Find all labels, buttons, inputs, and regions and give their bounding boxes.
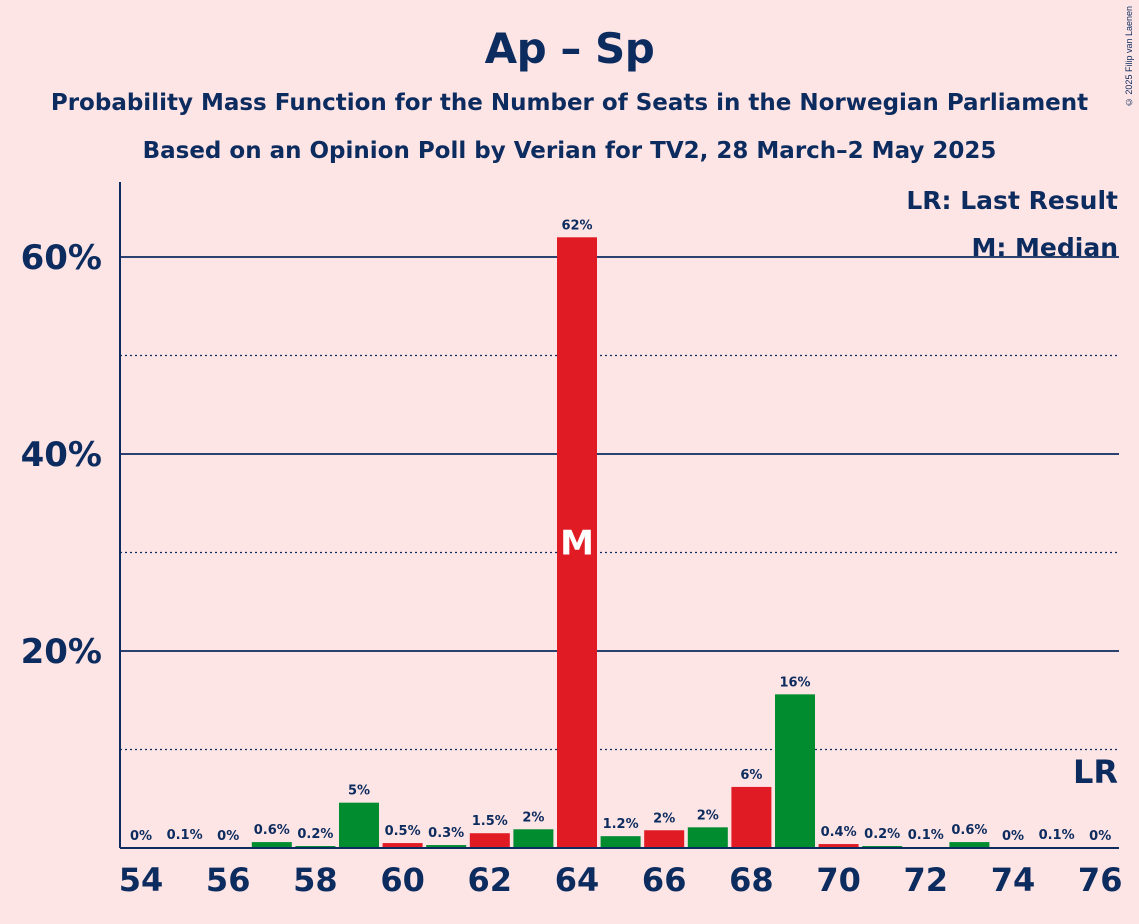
data-label-seat-60: 0.5% (385, 824, 421, 839)
data-label-seat-72: 0.1% (908, 828, 944, 843)
x-tick-label: 68 (729, 861, 774, 899)
data-label-seat-62: 1.5% (472, 814, 508, 829)
x-tick-label: 58 (293, 861, 338, 899)
data-label-seat-64: 62% (561, 218, 592, 233)
data-label-seat-73: 0.6% (951, 823, 987, 838)
chart-subtitle-1: Probability Mass Function for the Number… (50, 90, 1089, 116)
y-tick-label: 40% (21, 435, 102, 475)
bar-seat-60 (382, 843, 423, 848)
bar-seat-70 (818, 844, 859, 848)
data-label-seat-65: 1.2% (603, 817, 639, 832)
data-label-seat-58: 0.2% (297, 827, 333, 842)
data-label-seat-74: 0% (1002, 829, 1024, 844)
axes-group: 54 56 58 60 62 64 66 68 70 72 74 76 (119, 182, 1123, 899)
median-marker: M (560, 524, 594, 564)
x-tick-label: 54 (119, 861, 164, 899)
chart-subtitle-2: Based on an Opinion Poll by Verian for T… (142, 138, 997, 164)
data-label-seat-75: 0.1% (1039, 828, 1075, 843)
data-label-seat-63: 2% (522, 810, 544, 825)
x-tick-label: 62 (468, 861, 513, 899)
data-label-seat-59: 5% (348, 784, 370, 799)
grid-lines: 20% 40% 60% (21, 238, 1119, 751)
bar-seat-67 (687, 827, 728, 848)
data-label-seat-69: 16% (779, 675, 810, 690)
x-tick-label: 76 (1078, 861, 1123, 899)
bars-group (164, 237, 1077, 849)
x-tick-label: 70 (816, 861, 861, 899)
data-label-seat-67: 2% (697, 808, 719, 823)
bar-seat-63 (513, 829, 554, 848)
bar-seat-59 (339, 802, 379, 848)
bar-seat-68 (731, 786, 772, 848)
y-tick-label: 60% (21, 238, 102, 278)
data-labels-group: 0% 0.1% 0% 0.6% 0.2% 5% 0.5% 0.3% 1.5% 2% 62% M 1.2%… (130, 218, 1111, 844)
bar-seat-66 (644, 830, 685, 848)
bar-seat-65 (600, 836, 641, 848)
x-tick-label: 72 (904, 861, 949, 899)
data-label-seat-71: 0.2% (864, 827, 900, 842)
legend-last-result: LR: Last Result (906, 186, 1118, 215)
data-label-seat-55: 0.1% (167, 828, 203, 843)
bar-seat-61 (426, 845, 467, 848)
data-label-seat-70: 0.4% (821, 825, 857, 840)
data-label-seat-57: 0.6% (254, 823, 290, 838)
x-tick-label: 74 (991, 861, 1036, 899)
chart-title: Ap – Sp (484, 24, 655, 73)
bar-seat-69 (775, 694, 815, 848)
last-result-marker: LR (1073, 753, 1118, 791)
data-label-seat-61: 0.3% (428, 826, 464, 841)
x-tick-label: 64 (555, 861, 600, 899)
data-label-seat-76: 0% (1089, 829, 1111, 844)
y-tick-label: 20% (21, 632, 102, 672)
data-label-seat-56: 0% (217, 829, 239, 844)
bar-seat-57 (251, 842, 292, 848)
x-tick-label: 56 (206, 861, 251, 899)
data-label-seat-68: 6% (740, 768, 762, 783)
data-label-seat-66: 2% (653, 811, 675, 826)
legend-median: M: Median (971, 233, 1118, 262)
bar-seat-73 (949, 842, 990, 848)
bar-seat-64 (557, 237, 597, 849)
x-tick-label: 66 (642, 861, 687, 899)
bar-seat-62 (469, 833, 510, 848)
data-label-seat-54: 0% (130, 829, 152, 844)
x-tick-label: 60 (380, 861, 425, 899)
